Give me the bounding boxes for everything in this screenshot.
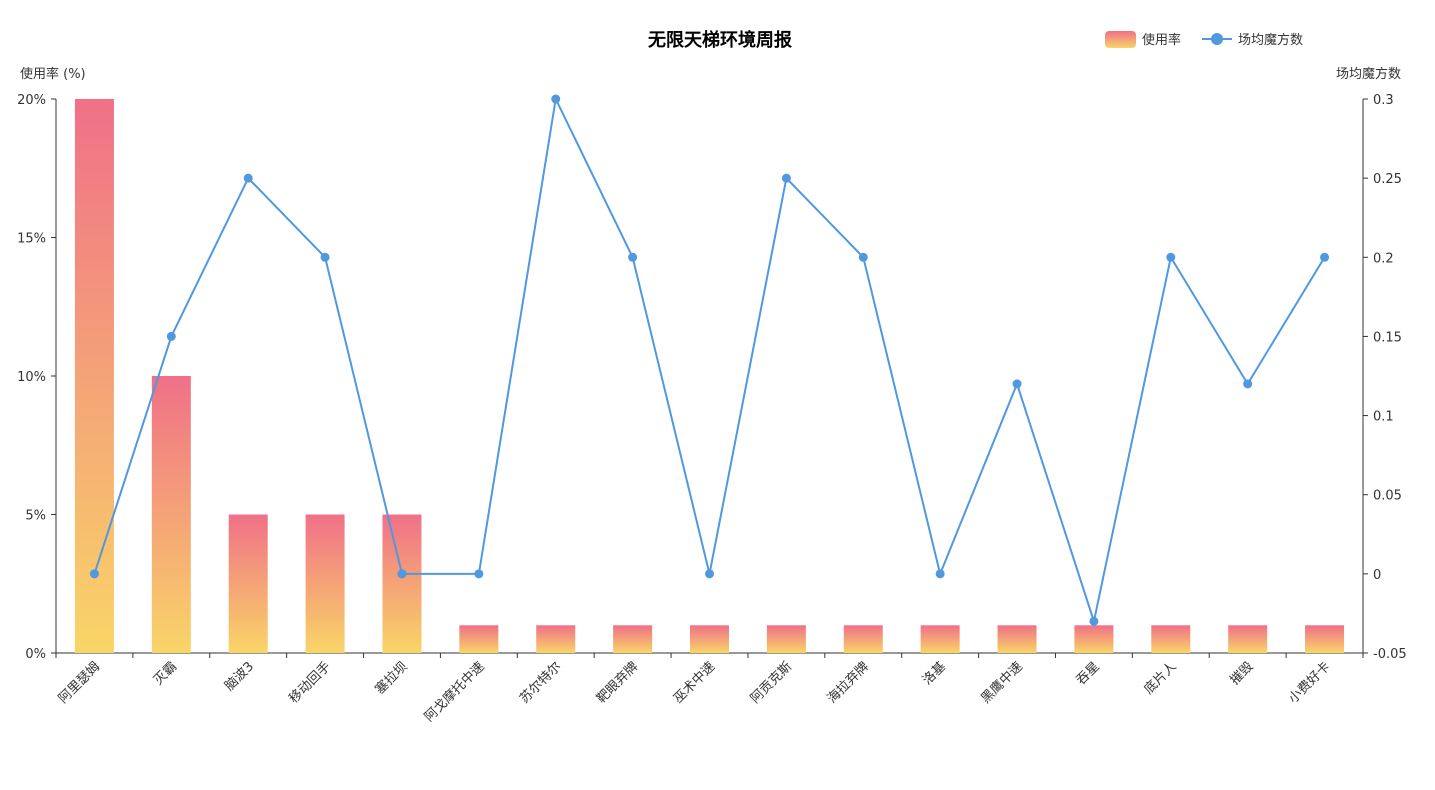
line-point[interactable] [628,252,638,262]
line-point[interactable] [1320,252,1330,262]
x-tick-label: 塞拉坝 [372,659,411,698]
x-tick-label: 巫术中速 [671,659,718,706]
x-tick-label: 阿戈摩托中速 [421,659,487,725]
y-axis-right-name: 场均魔方数 [1336,66,1401,82]
bar[interactable] [305,514,345,654]
bar[interactable] [766,625,806,653]
y-axis-right-ticks: -0.05 0 0.05 0.1 0.15 0.2 0.25 0.3 [1363,93,1407,662]
bar[interactable] [228,514,268,654]
legend-bar-label: 使用率 [1142,32,1181,48]
x-tick-label: 阿贡克斯 [748,659,795,706]
y-axis-left-name: 使用率 (%) [20,66,86,82]
legend-bar-swatch [1105,31,1136,48]
bar-series [74,99,1345,654]
bar[interactable] [1151,625,1191,653]
x-tick-label: 阿里瑟姆 [56,659,103,706]
line-point[interactable] [705,569,714,579]
line-point[interactable] [474,569,484,579]
legend-line-marker [1211,33,1223,45]
y-right-tick-label: 0.2 [1373,251,1394,266]
y-left-tick-label: 10% [17,370,46,385]
line-point[interactable] [1012,379,1022,389]
x-tick-label: 脑波3 [222,659,257,694]
y-left-tick-label: 20% [17,93,46,108]
y-left-tick-label: 15% [17,232,46,247]
line-point[interactable] [858,252,868,262]
y-right-tick-label: 0.05 [1373,489,1402,504]
x-tick-label: 移动回手 [287,659,334,706]
bar[interactable] [843,625,883,653]
bar[interactable] [382,514,422,654]
x-tick-label: 灭霸 [151,659,180,688]
bar[interactable] [151,376,191,653]
y-right-tick-label: 0.1 [1373,410,1394,425]
line-point[interactable] [397,569,407,579]
legend-line-label: 场均魔方数 [1238,32,1303,48]
bar[interactable] [536,625,576,653]
line-point[interactable] [166,331,176,341]
x-tick-label: 海拉弃牌 [824,659,872,707]
x-tick-label: 小费好卡 [1286,659,1333,706]
x-axis-ticks: 阿里瑟姆 灭霸 脑波3 移动回手 塞拉坝 阿戈摩托中速 苏尔特尔 靶眼弃牌 巫术中速 阿贡克斯 海拉… [55,653,1364,725]
line-point[interactable] [89,569,99,579]
line-point[interactable] [781,173,791,183]
bar[interactable] [997,625,1037,653]
legend[interactable]: 使用率 场均魔方数 [1105,31,1303,48]
line-point[interactable] [1243,379,1253,389]
line-path [93,98,1326,623]
line-point[interactable] [551,94,561,104]
y-right-tick-label: 0.25 [1373,172,1402,187]
bar[interactable] [1228,625,1268,653]
line-point[interactable] [320,252,330,262]
line-point[interactable] [1089,616,1099,626]
y-left-tick-label: 0% [25,647,46,662]
chart-title: 无限天梯环境周报 [648,29,792,51]
bar[interactable] [1305,625,1345,653]
x-tick-label: 苏尔特尔 [516,659,564,707]
line-series [89,94,1330,626]
x-tick-label: 洛基 [920,659,949,688]
line-point[interactable] [1166,252,1176,262]
y-axis-left-ticks: 0% 5% 10% 15% 20% [17,93,56,662]
bar[interactable] [74,99,114,653]
x-tick-label: 底片人 [1141,659,1180,698]
bar[interactable] [613,625,653,653]
x-tick-label: 摧毁 [1228,659,1257,688]
bar[interactable] [459,625,499,653]
y-right-tick-label: 0.15 [1373,330,1402,345]
y-right-tick-label: 0 [1373,568,1381,583]
line-point[interactable] [935,569,945,579]
x-tick-label: 吞星 [1074,659,1103,688]
x-tick-label: 黑鹰中速 [978,659,1026,707]
y-right-tick-label: 0.3 [1373,93,1394,108]
bar[interactable] [920,625,960,653]
x-tick-label: 靶眼弃牌 [593,659,641,707]
bar[interactable] [1074,625,1114,653]
line-point[interactable] [243,173,253,183]
bar[interactable] [690,625,729,653]
y-left-tick-label: 5% [25,509,46,524]
y-right-tick-label: -0.05 [1373,647,1407,662]
